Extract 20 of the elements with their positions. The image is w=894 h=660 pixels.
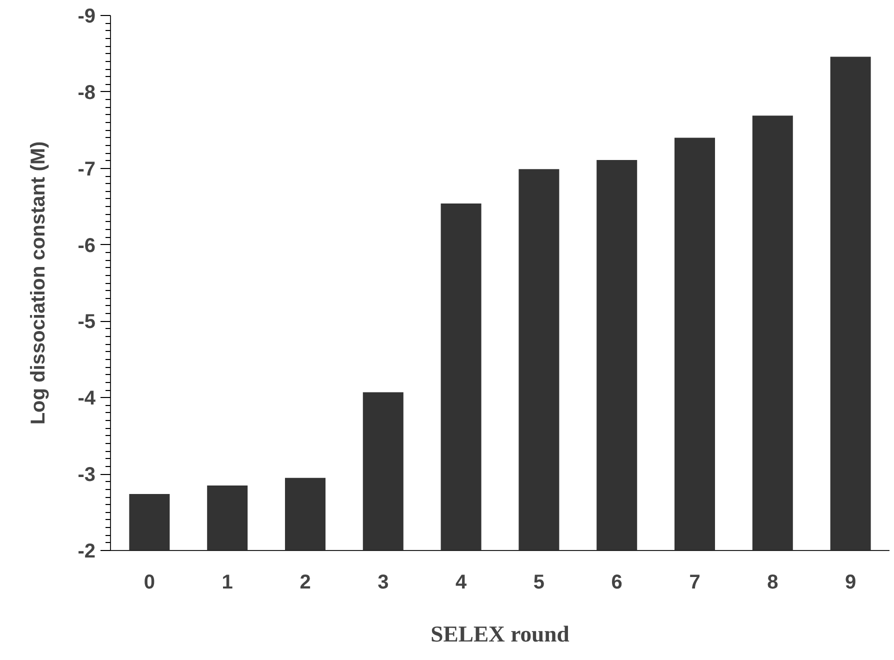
- y-tick-label: -9: [78, 6, 96, 28]
- x-axis-title: SELEX round: [430, 622, 570, 646]
- y-tick-label: -2: [78, 540, 96, 562]
- y-tick-label: -5: [78, 311, 96, 334]
- x-tick-label: 9: [844, 572, 856, 594]
- x-tick-label: 1: [222, 572, 233, 594]
- y-tick-label: -8: [78, 82, 96, 104]
- x-tick-label: 4: [455, 572, 468, 594]
- y-axis-title: Log dissociation constant (M): [28, 141, 50, 425]
- x-tick-label: 3: [378, 572, 389, 594]
- y-tick-label: -4: [78, 388, 96, 410]
- y-tick-label: -3: [78, 464, 96, 486]
- x-tick-label: 5: [533, 572, 545, 594]
- x-tick-label: 0: [144, 572, 156, 594]
- x-tick-label: 7: [689, 572, 700, 594]
- x-tick-label: 6: [611, 572, 622, 594]
- y-tick-label: -7: [78, 158, 96, 180]
- x-tick-label: 8: [767, 572, 778, 594]
- x-tick-label: 2: [300, 572, 311, 594]
- y-tick-label: -6: [78, 234, 96, 257]
